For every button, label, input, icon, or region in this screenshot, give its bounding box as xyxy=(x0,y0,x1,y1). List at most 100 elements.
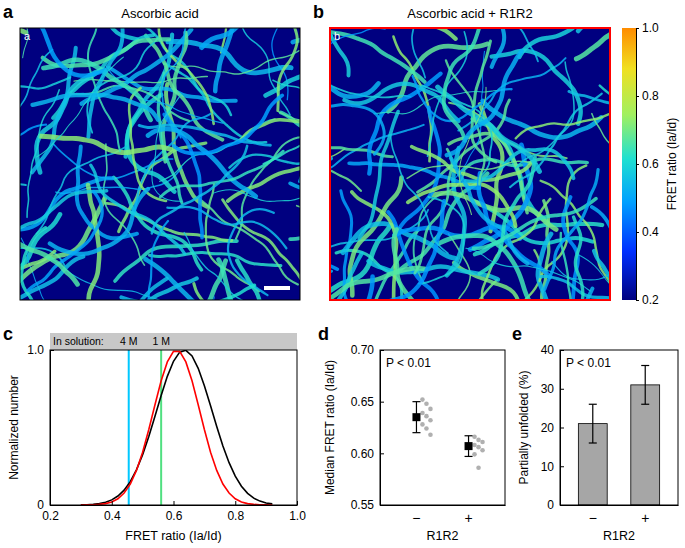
x-axis-tick: 0.8 xyxy=(227,501,244,523)
data-point xyxy=(420,411,425,416)
image-texture xyxy=(330,28,385,113)
image-texture xyxy=(444,28,480,141)
series-line xyxy=(81,351,272,505)
data-point xyxy=(476,445,481,450)
x-axis-tick: − xyxy=(412,505,420,526)
colorbar-gradient xyxy=(622,28,636,300)
tick-label: 0.2 xyxy=(642,293,659,307)
y-axis-tick: 0.65 xyxy=(351,395,384,409)
image-texture xyxy=(202,28,300,48)
image-texture xyxy=(91,165,185,254)
data-point xyxy=(420,422,425,427)
image-texture xyxy=(114,177,202,269)
error-bar xyxy=(589,404,597,443)
tick-label: 0.6 xyxy=(642,157,659,171)
colorbar-axis-tick: 0.2 xyxy=(636,293,659,307)
image-texture xyxy=(290,202,300,239)
panel-title: Ascorbic acid + R1R2 xyxy=(407,6,532,21)
tick-label: 0.4 xyxy=(642,225,659,239)
tick-label: 1.0 xyxy=(27,343,44,357)
image-texture xyxy=(451,158,528,263)
tick-label: 0.65 xyxy=(351,395,375,409)
data-point xyxy=(428,407,433,412)
image-texture xyxy=(330,28,349,75)
tick-mark xyxy=(235,501,236,505)
tick-label: 1.0 xyxy=(642,21,659,35)
mean-marker xyxy=(465,442,473,450)
image-texture xyxy=(391,136,448,253)
image-texture xyxy=(20,125,46,229)
tick-label: 0.70 xyxy=(351,343,375,357)
tick-mark xyxy=(636,164,639,165)
tick-label: 0.2 xyxy=(42,509,59,523)
x-axis-tick: 0.4 xyxy=(104,501,121,523)
image-texture xyxy=(576,28,610,59)
plot-frame xyxy=(560,350,678,505)
image-texture xyxy=(27,90,59,218)
data-point xyxy=(480,448,485,453)
tick-mark xyxy=(560,389,564,390)
plot-frame xyxy=(380,350,505,505)
plot-marks xyxy=(81,350,272,505)
mean-marker xyxy=(412,413,420,421)
image-texture xyxy=(412,28,433,78)
y-axis-tick: 0.60 xyxy=(351,447,384,461)
x-axis-tick: + xyxy=(641,505,649,526)
error-bar-cap xyxy=(465,435,473,436)
x-axis-tick: + xyxy=(464,505,472,526)
image-texture xyxy=(349,276,373,300)
tick-mark xyxy=(636,28,639,29)
image-texture xyxy=(161,28,188,138)
tick-mark xyxy=(636,96,639,97)
image-texture xyxy=(32,95,158,120)
tick-label: 0.8 xyxy=(227,509,244,523)
image-texture xyxy=(330,105,384,155)
image-letter: a xyxy=(24,30,31,42)
plot-marks xyxy=(412,397,484,470)
y-axis-tick: 0.55 xyxy=(351,498,384,512)
micrograph: b xyxy=(330,28,610,300)
image-texture xyxy=(28,192,102,291)
image-texture xyxy=(447,51,522,155)
image-texture xyxy=(264,63,300,164)
data-point xyxy=(428,432,433,437)
image-texture xyxy=(333,28,455,39)
tick-mark xyxy=(560,466,564,467)
image-panel: bAscorbic acid + R1R2b xyxy=(218,0,685,414)
image-texture xyxy=(466,248,590,291)
tick-label: 0.6 xyxy=(166,509,183,523)
image-texture xyxy=(21,228,45,300)
plot-marks xyxy=(578,366,659,506)
image-texture xyxy=(359,112,398,239)
image-texture xyxy=(592,207,610,300)
figure: aAscorbic acidabAscorbic acid + R1R2b0.2… xyxy=(0,0,685,548)
image-texture xyxy=(330,168,361,228)
y-axis-title: Median FRET ratio (Ia/Id) xyxy=(323,360,337,495)
error-bar-cap xyxy=(412,401,420,402)
error-bar-cap xyxy=(641,365,649,366)
colorbar-axis: 0.2 0.4 0.6 0.8 1.0 xyxy=(636,21,659,307)
image-texture xyxy=(413,76,512,121)
image-texture xyxy=(20,217,77,284)
tick-label: 40 xyxy=(541,343,555,357)
error-bar xyxy=(412,402,420,433)
image-texture xyxy=(20,191,107,236)
dot-chart: −+0.550.600.650.70P < 0.01dR1R2Median FR… xyxy=(318,324,506,543)
image-texture xyxy=(20,171,26,187)
data-point xyxy=(424,426,429,431)
colorbar-axis-tick: 1.0 xyxy=(636,21,659,35)
data-point xyxy=(476,438,481,443)
data-point xyxy=(472,443,477,448)
tick-label: 10 xyxy=(541,460,555,474)
error-bar-cap xyxy=(589,404,597,405)
annotation: P < 0.01 xyxy=(386,356,431,370)
x-axis-tick: 1.0 xyxy=(289,501,306,523)
reference-label: 4 M xyxy=(120,335,138,347)
data-point xyxy=(428,418,433,423)
panel-label: e xyxy=(512,324,522,344)
y-axis-tick: 0.70 xyxy=(351,343,384,357)
x-axis-tick: 0.6 xyxy=(166,501,183,523)
x-axis-title: FRET ratio (Ia/Id) xyxy=(125,529,221,543)
colorbar-axis-tick: 0.8 xyxy=(636,89,659,103)
error-bar-stem xyxy=(645,366,646,405)
